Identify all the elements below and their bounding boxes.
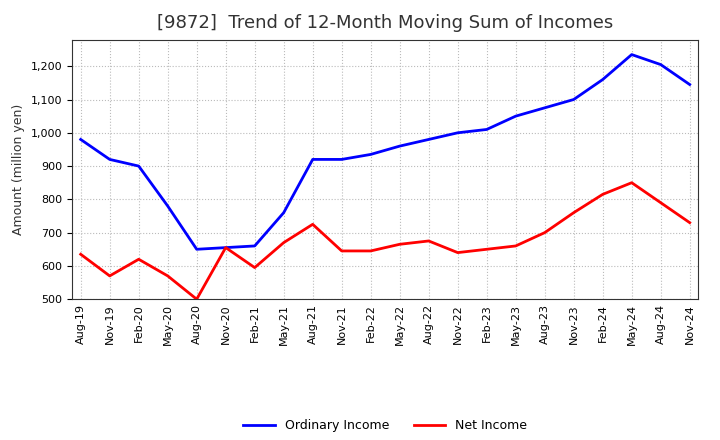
Net Income: [338, 248, 346, 253]
Net Income: [395, 242, 404, 247]
Net Income: [308, 222, 317, 227]
Legend: Ordinary Income, Net Income: Ordinary Income, Net Income: [238, 414, 532, 437]
Line: Ordinary Income: Ordinary Income: [81, 55, 690, 249]
Ordinary Income: [105, 157, 114, 162]
Net Income: [251, 265, 259, 270]
Ordinary Income: [454, 130, 462, 136]
Title: [9872]  Trend of 12-Month Moving Sum of Incomes: [9872] Trend of 12-Month Moving Sum of I…: [157, 15, 613, 33]
Net Income: [366, 248, 375, 253]
Ordinary Income: [366, 152, 375, 157]
Net Income: [163, 273, 172, 279]
Ordinary Income: [657, 62, 665, 67]
Net Income: [76, 252, 85, 257]
Ordinary Income: [163, 203, 172, 209]
Ordinary Income: [541, 105, 549, 110]
Net Income: [279, 240, 288, 245]
Ordinary Income: [279, 210, 288, 215]
Ordinary Income: [221, 245, 230, 250]
Net Income: [627, 180, 636, 185]
Ordinary Income: [251, 243, 259, 249]
Net Income: [192, 297, 201, 302]
Ordinary Income: [570, 97, 578, 102]
Net Income: [105, 273, 114, 279]
Net Income: [541, 230, 549, 235]
Ordinary Income: [511, 114, 520, 119]
Net Income: [511, 243, 520, 249]
Net Income: [135, 257, 143, 262]
Ordinary Income: [395, 143, 404, 149]
Ordinary Income: [308, 157, 317, 162]
Line: Net Income: Net Income: [81, 183, 690, 299]
Net Income: [685, 220, 694, 225]
Y-axis label: Amount (million yen): Amount (million yen): [12, 104, 25, 235]
Net Income: [657, 200, 665, 205]
Net Income: [454, 250, 462, 255]
Ordinary Income: [192, 247, 201, 252]
Ordinary Income: [482, 127, 491, 132]
Ordinary Income: [338, 157, 346, 162]
Ordinary Income: [424, 137, 433, 142]
Net Income: [598, 192, 607, 197]
Net Income: [482, 247, 491, 252]
Net Income: [424, 238, 433, 244]
Ordinary Income: [627, 52, 636, 57]
Ordinary Income: [76, 137, 85, 142]
Ordinary Income: [685, 82, 694, 87]
Net Income: [570, 210, 578, 215]
Net Income: [221, 245, 230, 250]
Ordinary Income: [598, 77, 607, 82]
Ordinary Income: [135, 163, 143, 169]
